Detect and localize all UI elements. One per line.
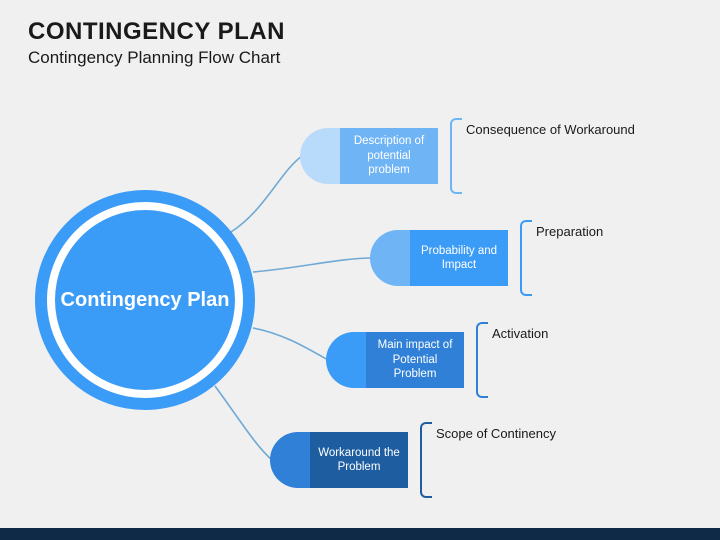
pill-label: Probability and Impact [410,230,508,286]
bracket-label: Consequence of Workaround [466,122,635,138]
bracket-label: Activation [492,326,548,342]
bracket-b1 [450,118,462,194]
pill-label: Main impact of Potential Problem [366,332,464,388]
bracket-b4 [420,422,432,498]
pill-p1: Description of potential problem [300,128,438,184]
pill-p2: Probability and Impact [370,230,508,286]
pill-label: Description of potential problem [340,128,438,184]
pill-p3: Main impact of Potential Problem [326,332,464,388]
center-circle: Contingency Plan [55,210,235,390]
pill-cap-icon [370,230,410,286]
pill-cap-icon [300,128,340,184]
pill-cap-icon [270,432,310,488]
bracket-b2 [520,220,532,296]
pill-label: Workaround the Problem [310,432,408,488]
pill-cap-icon [326,332,366,388]
footer-bar [0,528,720,540]
bracket-label: Preparation [536,224,603,240]
bracket-b3 [476,322,488,398]
pill-p4: Workaround the Problem [270,432,408,488]
bracket-label: Scope of Continency [436,426,556,442]
diagram-canvas: Contingency Plan Description of potentia… [0,0,720,540]
center-circle-label: Contingency Plan [61,288,230,312]
